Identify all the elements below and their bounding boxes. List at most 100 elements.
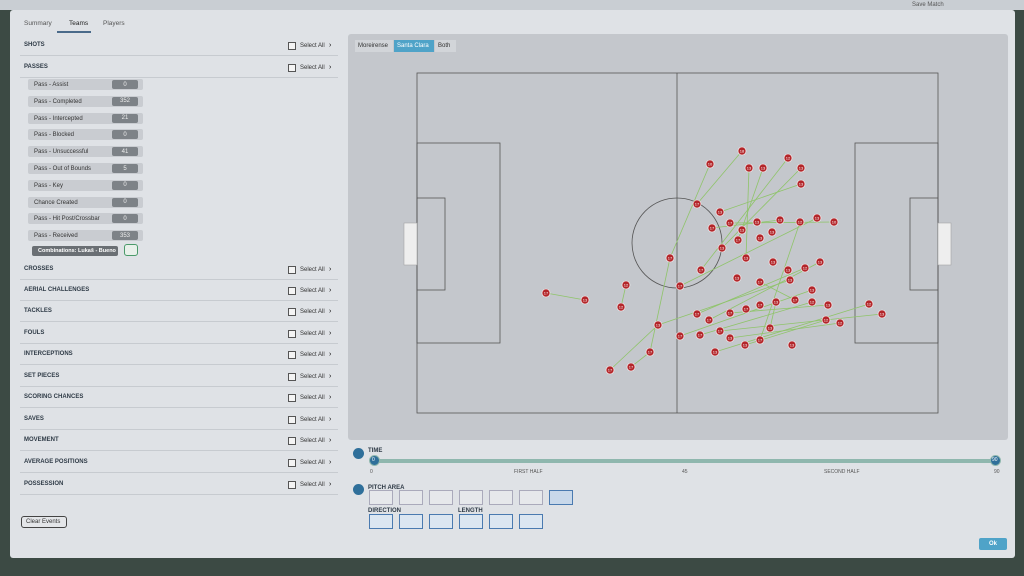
section-title: AVERAGE POSITIONS [24,459,88,465]
select-checkbox[interactable] [288,481,296,489]
marker-number: 12 [824,318,829,323]
combination-toggle[interactable] [124,244,138,256]
team-label[interactable]: Santa Clara [397,43,429,49]
filter-btn[interactable] [489,514,513,529]
select-checkbox[interactable] [288,287,296,295]
select-checkbox[interactable] [288,394,296,402]
select-all[interactable]: Select All [300,482,325,488]
filter-btn[interactable] [429,514,453,529]
select-all[interactable]: Select All [300,438,325,444]
player-marker [732,273,742,283]
chevron: › [329,459,332,466]
select-checkbox[interactable] [288,330,296,338]
select-all[interactable]: Select All [300,288,325,294]
marker-number: 17 [728,221,733,226]
handle-start[interactable] [369,455,380,466]
pass-arrow [745,167,750,259]
select-all[interactable]: Select All [300,417,325,423]
marker-number: 17 [793,298,798,303]
area-btn[interactable] [549,490,573,505]
save-match[interactable]: Save Match [912,2,944,8]
team-btn[interactable] [355,40,393,52]
tab[interactable]: Players [103,20,125,27]
area-btn[interactable] [369,490,393,505]
tab[interactable]: Teams [69,20,89,27]
marker-number: 13 [815,216,820,221]
pass-arrow [769,301,777,329]
area-btn[interactable] [429,490,453,505]
marker-number: 12 [810,300,815,305]
stat-label: Pass - Assist [34,82,69,88]
marker-number: 13 [770,230,775,235]
player-marker [796,179,806,189]
clear-events[interactable]: Clear Events [26,519,61,525]
stat-value-box [112,130,138,140]
player-marker [696,265,706,275]
player-marker [755,300,765,310]
area-btn[interactable] [519,490,543,505]
area-btn[interactable] [489,490,513,505]
filter-btn[interactable] [369,514,393,529]
divider [20,429,338,430]
marker-number: 13 [583,298,588,303]
area-btn[interactable] [399,490,423,505]
select-all[interactable]: Select All [300,65,325,71]
direction: DIRECTION [368,508,401,514]
clear-btn[interactable] [21,516,67,528]
pass-arrow [711,219,781,229]
player-marker [812,213,822,223]
select-all[interactable]: Select All [300,395,325,401]
team-btn[interactable] [394,40,434,52]
pitch-area-icon [353,484,364,495]
select-checkbox[interactable] [288,437,296,445]
marker-number: 17 [608,368,613,373]
select-checkbox[interactable] [288,266,296,274]
ok-label[interactable]: Ok [989,541,998,547]
player-marker [626,362,636,372]
select-all[interactable]: Select All [300,331,325,337]
stat-value: 0 [123,182,127,189]
select-all[interactable]: Select All [300,460,325,466]
select-all[interactable]: Select All [300,43,325,49]
marker-number: 17 [544,291,549,296]
time-scale: 45 [682,469,688,475]
player-marker [675,281,685,291]
team-label[interactable]: Both [438,43,451,49]
divider [20,321,338,322]
team-btn[interactable] [435,40,456,52]
section-title: SET PIECES [24,373,60,379]
filter-btn[interactable] [399,514,423,529]
select-checkbox[interactable] [288,373,296,381]
tab[interactable]: Summary [24,20,52,27]
select-all[interactable]: Select All [300,267,325,273]
filter-btn[interactable] [519,514,543,529]
stat-value: 353 [119,232,130,239]
select-checkbox[interactable] [288,308,296,316]
marker-number: 17 [668,256,673,261]
select-checkbox[interactable] [288,351,296,359]
player-marker [767,227,777,237]
area-btn[interactable] [459,490,483,505]
divider [20,343,338,344]
player-marker [800,263,810,273]
ok-btn[interactable] [979,538,1007,550]
filter-btn[interactable] [459,514,483,529]
select-checkbox[interactable] [288,64,296,72]
select-checkbox[interactable] [288,42,296,50]
stat-value-box [112,96,138,106]
player-marker [835,318,845,328]
select-checkbox[interactable] [288,459,296,467]
player-marker [758,163,768,173]
team-label[interactable]: Moreirense [358,43,389,49]
marker-number: 13 [778,218,783,223]
player-marker [710,347,720,357]
handle-end[interactable] [990,455,1001,466]
select-all[interactable]: Select All [300,352,325,358]
select-all[interactable]: Select All [300,309,325,315]
select-all[interactable]: Select All [300,374,325,380]
player-marker [795,217,805,227]
player-marker [740,340,750,350]
select-checkbox[interactable] [288,416,296,424]
pass-arrow [609,324,659,371]
